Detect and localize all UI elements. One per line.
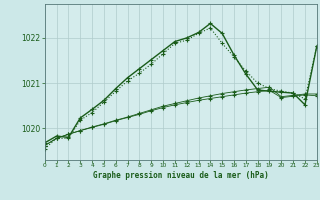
X-axis label: Graphe pression niveau de la mer (hPa): Graphe pression niveau de la mer (hPa)	[93, 171, 269, 180]
